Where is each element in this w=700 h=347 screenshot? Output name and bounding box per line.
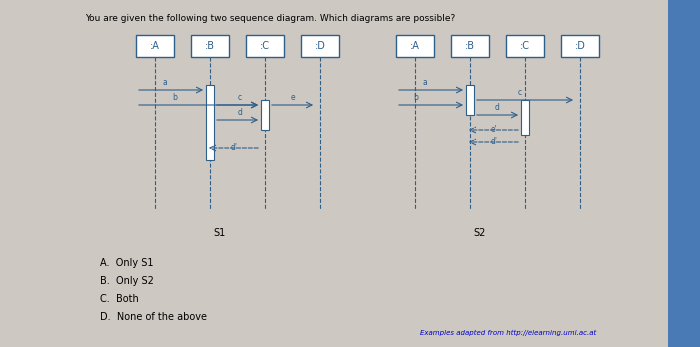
Text: C.  Both: C. Both [100,294,139,304]
Text: :A: :A [410,41,420,51]
Text: d: d [237,108,242,117]
Text: a: a [162,78,167,87]
Text: :C: :C [520,41,530,51]
Text: a: a [423,78,428,87]
Bar [136,35,174,57]
Text: b: b [414,93,419,102]
Bar [246,35,284,57]
Text: :D: :D [314,41,326,51]
Text: Examples adapted from http://elearning.uml.ac.at: Examples adapted from http://elearning.u… [420,330,596,336]
Text: D.  None of the above: D. None of the above [100,312,207,322]
Text: d: d [495,103,499,112]
Text: S2: S2 [474,228,486,238]
Bar [451,35,489,57]
Bar [396,35,434,57]
Text: A.  Only S1: A. Only S1 [100,258,153,268]
Text: :D: :D [575,41,585,51]
Text: b: b [173,93,177,102]
Text: :B: :B [205,41,215,51]
Bar [261,100,269,130]
Bar [668,0,700,347]
Text: d': d' [230,143,237,152]
Text: e: e [290,93,295,102]
Bar [301,35,339,57]
Text: :A: :A [150,41,160,51]
Text: S1: S1 [214,228,226,238]
Text: B.  Only S2: B. Only S2 [100,276,154,286]
Bar [191,35,229,57]
Text: c: c [238,93,242,102]
Text: d': d' [491,137,498,146]
Bar [521,100,529,135]
Bar [466,85,474,115]
Bar [206,85,214,160]
Text: You are given the following two sequence diagram. Which diagrams are possible?: You are given the following two sequence… [85,14,455,23]
Text: c: c [518,88,522,97]
Bar [506,35,544,57]
Bar [561,35,599,57]
Text: :B: :B [465,41,475,51]
Text: e': e' [491,125,498,134]
Text: :C: :C [260,41,270,51]
